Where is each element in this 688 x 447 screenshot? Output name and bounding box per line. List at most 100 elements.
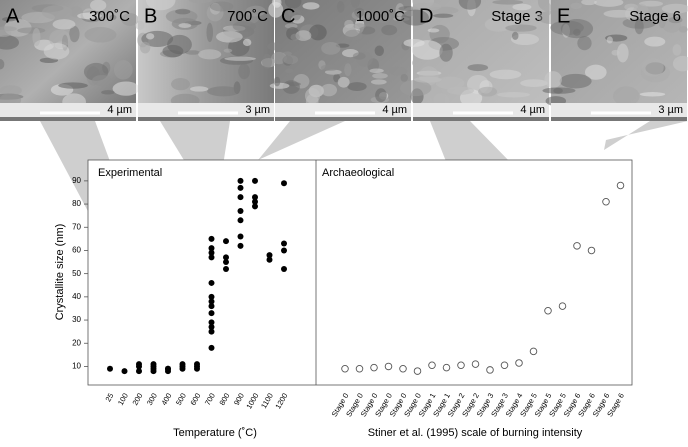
sem-image: E Stage 6 3 µm (537, 0, 688, 121)
texture (411, 40, 443, 60)
data-point (237, 233, 244, 240)
texture (489, 69, 522, 80)
data-point (208, 279, 215, 286)
data-point (616, 181, 625, 190)
data-point (223, 254, 229, 261)
data-point (457, 361, 465, 370)
data-point (573, 242, 581, 250)
data-point (237, 184, 244, 191)
x-tick-label: 900 (232, 391, 246, 406)
data-point (121, 368, 128, 375)
data-point (486, 366, 494, 374)
texture (188, 0, 213, 4)
texture (32, 27, 41, 47)
texture (344, 29, 363, 41)
texture (672, 44, 682, 56)
texture (389, 66, 408, 76)
texture (544, 71, 562, 88)
y-tick-label: 90 (72, 176, 81, 185)
texture (412, 2, 442, 11)
texture (17, 27, 46, 34)
data-point (471, 360, 480, 368)
panel-letter: E (557, 5, 570, 27)
data-point (208, 324, 215, 331)
texture (668, 16, 683, 24)
texture (372, 73, 388, 79)
texture (612, 86, 640, 106)
texture (121, 13, 139, 26)
x-tick-label: 700 (203, 391, 217, 406)
texture (467, 64, 489, 72)
texture (291, 8, 302, 21)
data-point (208, 249, 215, 256)
x-tick-label: 1200 (273, 391, 289, 410)
texture (658, 11, 667, 29)
texture (321, 41, 341, 55)
x-tick-label: 300 (145, 391, 159, 406)
data-point (223, 238, 229, 245)
texture (206, 22, 214, 43)
data-point (150, 361, 157, 368)
texture (606, 36, 613, 44)
data-point (544, 307, 552, 315)
texture (353, 23, 366, 30)
texture (399, 80, 432, 97)
panel-letter: D (419, 5, 433, 27)
data-point (208, 298, 215, 305)
texture (559, 73, 592, 89)
texture (570, 2, 583, 10)
texture (285, 82, 301, 87)
texture (198, 49, 222, 60)
data-point (252, 198, 258, 205)
texture (381, 24, 398, 36)
data-point (208, 293, 215, 300)
texture (145, 0, 176, 11)
data-point (237, 177, 244, 184)
panel-letter: C (281, 5, 295, 27)
texture (262, 53, 273, 69)
texture (165, 9, 198, 24)
texture (112, 81, 140, 96)
callout-e (604, 121, 688, 150)
data-point (179, 361, 186, 368)
data-point (208, 245, 215, 252)
texture (594, 0, 624, 7)
texture (92, 75, 113, 87)
data-point (165, 365, 171, 372)
data-point (413, 367, 422, 375)
x-tick-label: 400 (159, 391, 173, 406)
data-point (428, 361, 436, 370)
texture (427, 28, 440, 33)
info-strip (0, 117, 136, 121)
data-point (208, 303, 215, 310)
annotation: Archaeological (322, 167, 394, 179)
texture (497, 91, 530, 98)
texture (139, 41, 151, 54)
texture (273, 76, 281, 87)
x-tick-label: 600 (188, 391, 202, 406)
texture (611, 49, 620, 56)
y-tick-label: 40 (72, 292, 81, 301)
texture (2, 16, 17, 22)
texture (245, 5, 266, 17)
data-point (266, 256, 273, 263)
data-point (208, 310, 215, 317)
texture (344, 19, 354, 29)
scale-label: 4 µm (520, 104, 545, 116)
y-tick-label: 70 (72, 222, 81, 231)
data-point (208, 254, 215, 261)
sem-image: A 300˚C 4 µm (0, 0, 140, 121)
panel-label: Stage 3 (491, 8, 543, 25)
texture (373, 12, 392, 23)
data-point (558, 302, 567, 310)
texture (413, 76, 442, 83)
data-point (208, 319, 215, 326)
data-point (194, 361, 200, 368)
texture (584, 64, 607, 80)
data-point (442, 363, 451, 372)
annotation: Experimental (98, 167, 162, 179)
texture (398, 6, 417, 11)
texture (146, 33, 155, 40)
x-tick-label: 1000 (244, 391, 260, 410)
